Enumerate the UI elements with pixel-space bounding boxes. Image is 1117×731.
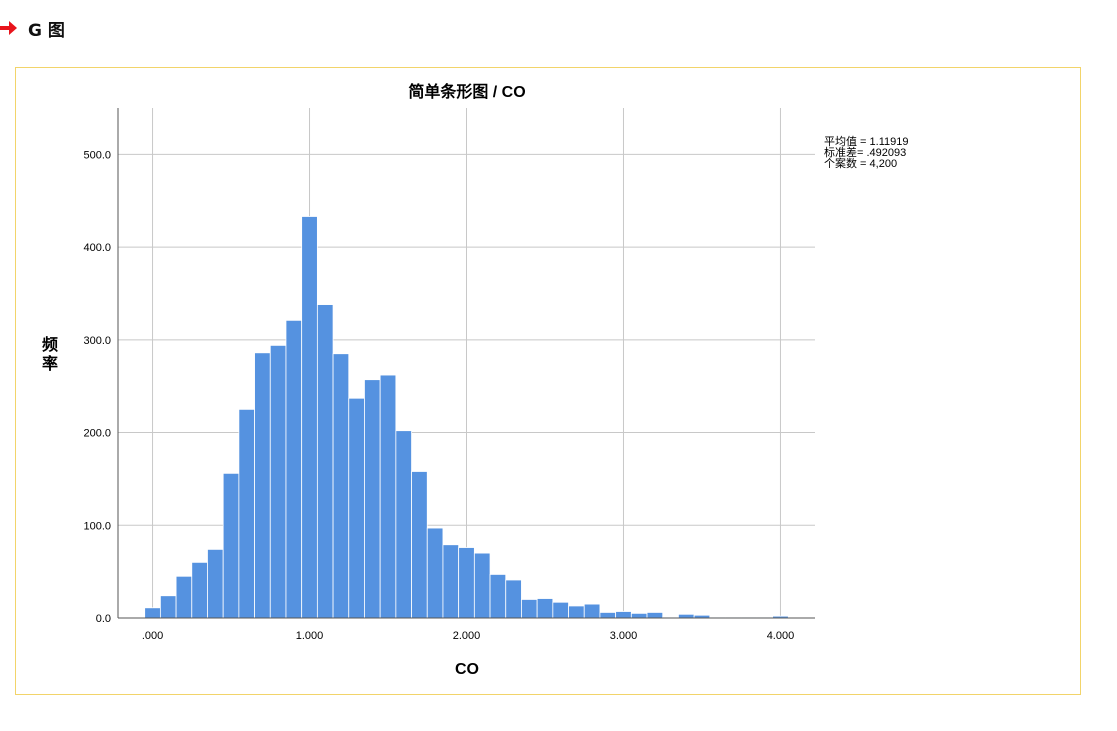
y-tick-label: 300.0 xyxy=(83,335,111,347)
histogram-bar xyxy=(599,612,617,619)
histogram-bar xyxy=(536,598,554,619)
histogram-bar xyxy=(332,353,350,619)
histogram-bar xyxy=(348,397,365,619)
histogram-bar xyxy=(269,344,287,619)
histogram-bar xyxy=(159,595,177,619)
x-axis-label: CO xyxy=(455,661,479,678)
tick-labels: 0.0 100.0 200.0 300.0 400.0 500.0 .000 1.000 2.0… xyxy=(83,149,794,642)
histogram-bar xyxy=(458,547,475,619)
stat-line: 个案数 = 4,200 xyxy=(824,156,897,170)
histogram-bar xyxy=(222,472,240,619)
histogram-bar xyxy=(442,544,460,619)
y-axis-label: 频率 xyxy=(42,335,58,373)
histogram-bar xyxy=(301,216,318,619)
histogram-bar xyxy=(630,612,648,619)
y-tick-label: 100.0 xyxy=(83,520,111,532)
histogram-bar xyxy=(175,575,193,619)
red-arrow-right-icon xyxy=(0,21,17,35)
histogram-bar xyxy=(379,374,397,619)
histogram-bar xyxy=(364,379,381,619)
stat-line: 平均值 = 1.11919 xyxy=(824,135,908,148)
histogram-bar xyxy=(505,579,522,619)
x-tick-label: 2.000 xyxy=(453,630,481,642)
histogram-bar xyxy=(426,527,444,619)
histogram-bar xyxy=(411,471,428,619)
histogram-chart: 0.0 100.0 200.0 300.0 400.0 500.0 .000 1.000 2.0… xyxy=(42,82,908,678)
stat-line: 标准差= .492093 xyxy=(824,145,906,159)
histogram-bars xyxy=(144,216,789,619)
histogram-bar xyxy=(254,352,271,619)
histogram-bar xyxy=(552,601,569,619)
axes xyxy=(117,108,815,619)
section-heading: G 图 xyxy=(0,14,65,42)
x-tick-label: 3.000 xyxy=(610,630,638,642)
histogram-bar xyxy=(521,599,538,619)
section-title: G 图 xyxy=(28,20,65,41)
chart-frame: 0.0 100.0 200.0 300.0 400.0 500.0 .000 1.000 2.0… xyxy=(15,67,1081,695)
histogram-bar xyxy=(316,304,334,619)
histogram-bar xyxy=(646,612,664,619)
x-tick-label: 1.000 xyxy=(296,630,324,642)
y-tick-label: 0.0 xyxy=(96,613,111,625)
y-tick-label: 500.0 xyxy=(83,149,111,161)
histogram-bar xyxy=(144,607,161,619)
histogram-bar xyxy=(238,408,255,619)
y-tick-label: 400.0 xyxy=(83,242,111,254)
histogram-bar xyxy=(395,430,412,619)
chart-title: 简单条形图 / CO xyxy=(408,82,525,101)
x-tick-label: .000 xyxy=(142,630,163,642)
histogram-bar xyxy=(568,605,585,619)
histogram-bar xyxy=(678,613,695,619)
x-tick-label: 4.000 xyxy=(767,630,795,642)
histogram-bar xyxy=(191,561,208,619)
histogram-bar xyxy=(207,548,224,619)
histogram-bar xyxy=(583,603,601,619)
grid-lines xyxy=(118,108,815,619)
histogram-bar xyxy=(615,611,632,619)
y-tick-label: 200.0 xyxy=(83,428,111,440)
histogram-bar xyxy=(489,574,507,619)
histogram-bar xyxy=(285,319,303,619)
histogram-bar xyxy=(473,552,491,619)
